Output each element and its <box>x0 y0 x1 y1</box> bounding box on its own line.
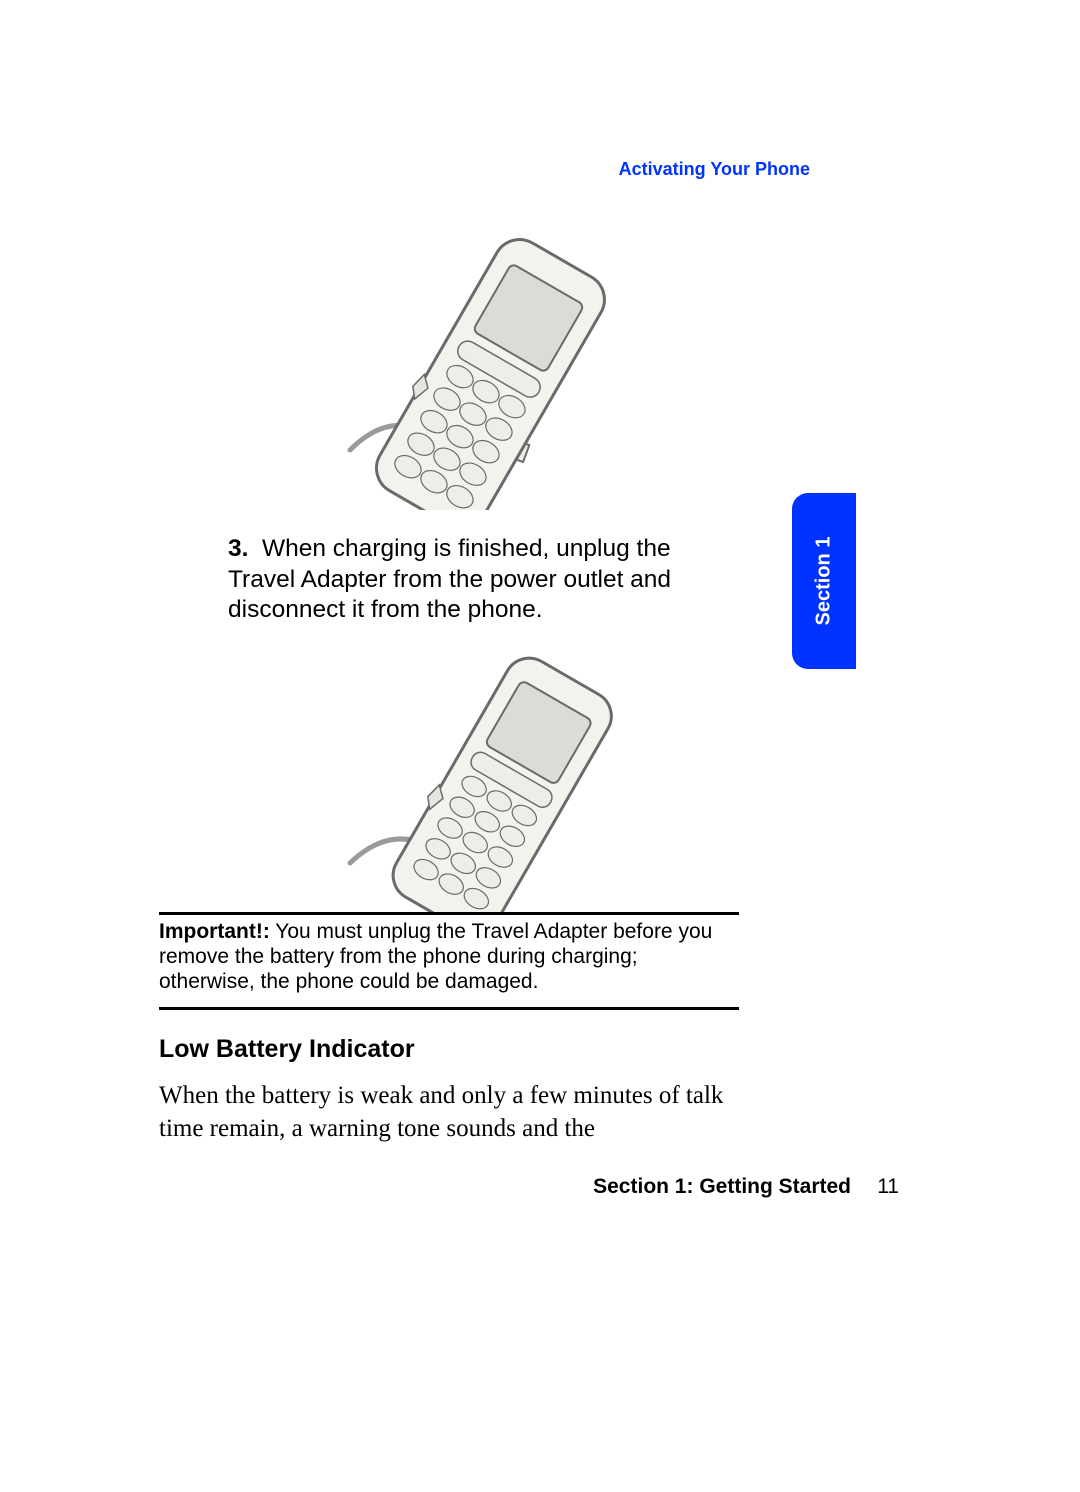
header-section-link[interactable]: Activating Your Phone <box>619 159 810 180</box>
footer-page-number: 11 <box>851 1175 899 1199</box>
section-tab-label: Section 1 <box>813 537 836 626</box>
manual-page: Activating Your Phone Section 1 <box>0 0 1080 1492</box>
body-paragraph: When the battery is weak and only a few … <box>159 1080 739 1145</box>
footer-section: Section 1: Getting Started <box>593 1175 851 1198</box>
divider-top <box>159 912 739 915</box>
step-3: 3.When charging is finished, unplug the … <box>228 534 744 626</box>
divider-bottom <box>159 1007 739 1010</box>
step-3-text: When charging is finished, unplug the Tr… <box>228 535 671 623</box>
figure-phone-unplug <box>330 635 750 920</box>
page-footer: Section 1: Getting Started11 <box>159 1175 899 1199</box>
step-3-number: 3. <box>228 534 262 565</box>
important-label: Important!: <box>159 920 270 943</box>
heading-low-battery: Low Battery Indicator <box>159 1035 415 1064</box>
important-note: Important!: You must unplug the Travel A… <box>159 920 739 994</box>
section-tab: Section 1 <box>792 493 856 669</box>
figure-phone-plug-in <box>330 210 750 515</box>
